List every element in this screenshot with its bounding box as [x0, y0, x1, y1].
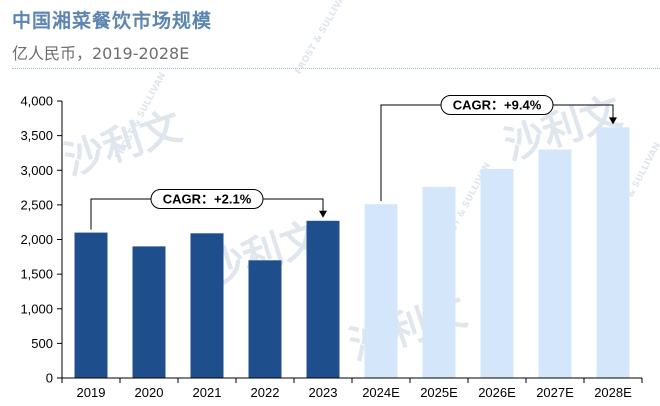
y-tick-label: 500	[31, 336, 53, 351]
bar-2020	[132, 246, 166, 378]
x-tick-label: 2023	[309, 385, 338, 400]
y-tick-label: 3,000	[20, 163, 53, 178]
bar-2019	[74, 232, 108, 378]
cagr-pill	[150, 189, 264, 209]
cagr-arrowhead	[319, 210, 327, 218]
bar-2027E	[538, 149, 572, 378]
axes-group: 0 500 1,000 1,500 2,000 2,500 3,000 3,500 4,000 2…	[20, 94, 643, 400]
x-tick-label: 2020	[135, 385, 164, 400]
x-tick-label: 2019	[77, 385, 106, 400]
y-tick-label: 2,000	[20, 232, 53, 247]
chart-title: 中国湘菜餐饮市场规模	[12, 10, 213, 32]
y-tick-label: 1,000	[20, 301, 53, 316]
title-divider	[12, 68, 660, 69]
bar-2025E	[422, 186, 456, 378]
x-tick-label: 2025E	[420, 385, 458, 400]
cagr-arrowhead	[609, 117, 617, 125]
y-tick-label: 3,500	[20, 128, 53, 143]
bar-2028E	[596, 127, 630, 378]
y-tick-label: 1,500	[20, 267, 53, 282]
x-tick-label: 2026E	[478, 385, 516, 400]
bar-2024E	[364, 204, 398, 378]
bar-2023	[306, 220, 340, 378]
x-tick-label: 2028E	[594, 385, 632, 400]
annotations-group: CAGR：+2.1% CAGR：+9.4%	[90, 95, 617, 230]
cagr-pill	[440, 95, 554, 115]
bar-2026E	[480, 168, 514, 378]
chart-subtitle: 亿人民币，2019-2028E	[12, 44, 190, 63]
x-tick-label: 2024E	[362, 385, 400, 400]
bar-2021	[190, 233, 224, 378]
cagr-label: CAGR：+2.1%	[163, 192, 252, 207]
y-tick-label: 0	[46, 371, 53, 386]
y-tick-label: 2,500	[20, 197, 53, 212]
x-tick-label: 2022	[251, 385, 280, 400]
watermark-english: FROST & SULLIVAN	[294, 0, 351, 77]
bars-group	[74, 127, 630, 378]
x-tick-label: 2027E	[536, 385, 574, 400]
bar-2022	[248, 260, 282, 378]
y-tick-label: 4,000	[20, 94, 53, 109]
x-tick-label: 2021	[193, 385, 222, 400]
cagr-label: CAGR：+9.4%	[453, 98, 542, 113]
